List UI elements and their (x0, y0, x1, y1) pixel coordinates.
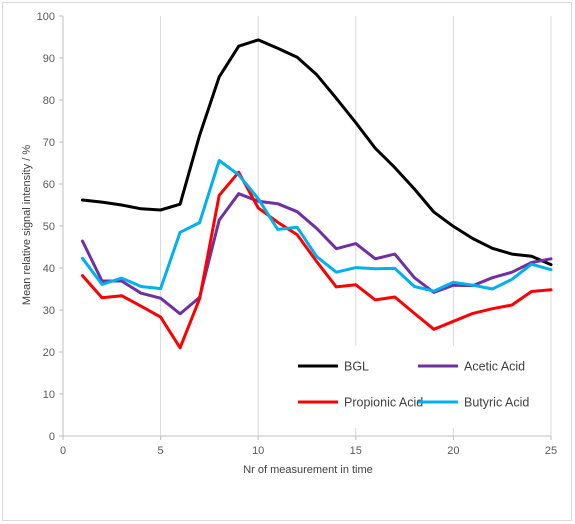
y-tick-label: 60 (43, 179, 55, 191)
y-tick-label: 20 (43, 347, 55, 359)
legend-label-bgl: BGL (344, 360, 369, 374)
legend-label-butyric-acid: Butyric Acid (464, 396, 529, 410)
y-tick-label: 10 (43, 389, 55, 401)
y-tick-label: 70 (43, 137, 55, 149)
legend: BGL Acetic Acid Propionic Acid Butyric Acid (291, 346, 546, 428)
x-axis-title: Nr of measurement in time (243, 464, 373, 476)
x-tick-label: 0 (60, 445, 66, 457)
x-tick-label: 5 (158, 445, 164, 457)
series-line-bgl (81, 38, 553, 267)
x-tick-label: 15 (350, 445, 362, 457)
series-line-acetic-acid (81, 192, 553, 316)
legend-label-propionic-acid: Propionic Acid (344, 396, 423, 410)
y-tick-label: 50 (43, 221, 55, 233)
legend-box (291, 346, 546, 428)
y-axis-title: Mean relative signal intensity / % (21, 145, 33, 305)
axes: 0 10 20 30 40 50 60 70 80 90 100 0 5 10 15 20 25 (37, 11, 557, 457)
y-tick-label: 30 (43, 305, 55, 317)
x-tick-label: 20 (447, 445, 459, 457)
series-line-propionic-acid (81, 170, 553, 350)
x-tick-label: 10 (252, 445, 264, 457)
y-tick-label: 0 (49, 431, 55, 443)
series-line-butyric-acid (81, 159, 553, 293)
series-lines (81, 38, 553, 350)
y-tick-label: 100 (37, 11, 55, 23)
y-tick-label: 80 (43, 95, 55, 107)
x-tick-label: 25 (545, 445, 557, 457)
y-tick-label: 90 (43, 53, 55, 65)
y-tick-label: 40 (43, 263, 55, 275)
legend-label-acetic-acid: Acetic Acid (464, 360, 525, 374)
